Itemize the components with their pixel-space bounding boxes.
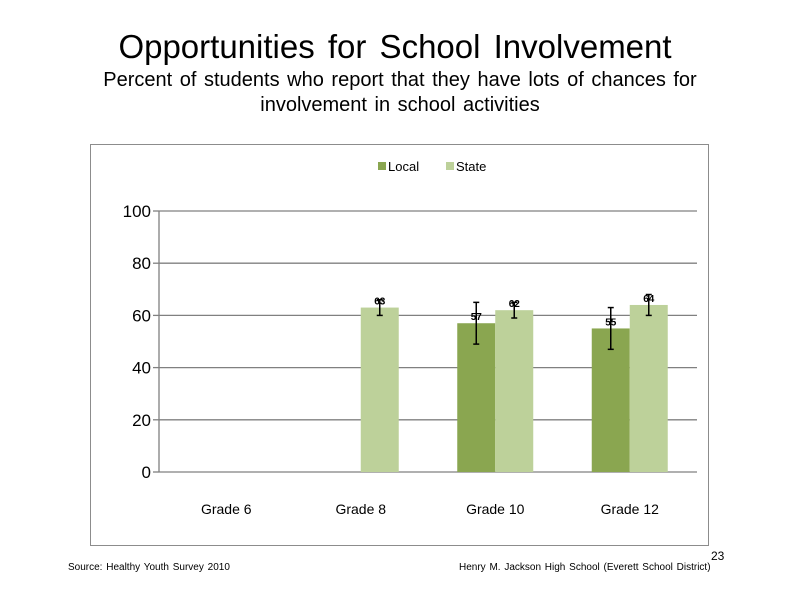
- bar-local: [457, 323, 496, 472]
- y-tick-label: 0: [142, 463, 151, 482]
- x-tick-label: Grade 6: [201, 501, 252, 517]
- data-label: 64: [643, 294, 655, 305]
- bar-state: [495, 310, 534, 472]
- footer-source: Source: Healthy Youth Survey 2010: [68, 562, 230, 573]
- x-tick-label: Grade 10: [466, 501, 525, 517]
- legend-label-state: State: [456, 159, 486, 174]
- data-label: 55: [605, 317, 617, 328]
- bar-state: [629, 304, 668, 472]
- slide-title: Opportunities for School Involvement: [118, 28, 672, 65]
- slide-subtitle: Percent of students who report that they…: [103, 69, 697, 116]
- legend-label-local: Local: [388, 159, 419, 174]
- chart-frame: 0 20 40 60 80 100 Grade 6 Grade 8 63 Grade 10 57 62…: [90, 144, 709, 546]
- footer-school: Henry M. Jackson High School (Everett Sc…: [459, 562, 711, 573]
- data-label: 57: [471, 312, 483, 323]
- y-tick-label: 100: [123, 202, 151, 221]
- y-tick-label: 20: [132, 411, 151, 430]
- x-tick-label: Grade 12: [601, 501, 660, 517]
- data-label: 63: [374, 297, 386, 308]
- legend-swatch-state: [446, 162, 454, 170]
- x-tick-label: Grade 8: [335, 501, 386, 517]
- page-number: 23: [711, 549, 725, 563]
- y-tick-label: 80: [132, 254, 151, 273]
- bar-local: [591, 328, 630, 472]
- legend-swatch-local: [378, 162, 386, 170]
- y-tick-label: 40: [132, 359, 151, 378]
- y-tick-label: 60: [132, 306, 151, 325]
- bar-state: [360, 307, 399, 472]
- bar-chart: 0 20 40 60 80 100 Grade 6 Grade 8 63 Grade 10 57 62…: [123, 159, 697, 517]
- data-label: 62: [509, 299, 521, 310]
